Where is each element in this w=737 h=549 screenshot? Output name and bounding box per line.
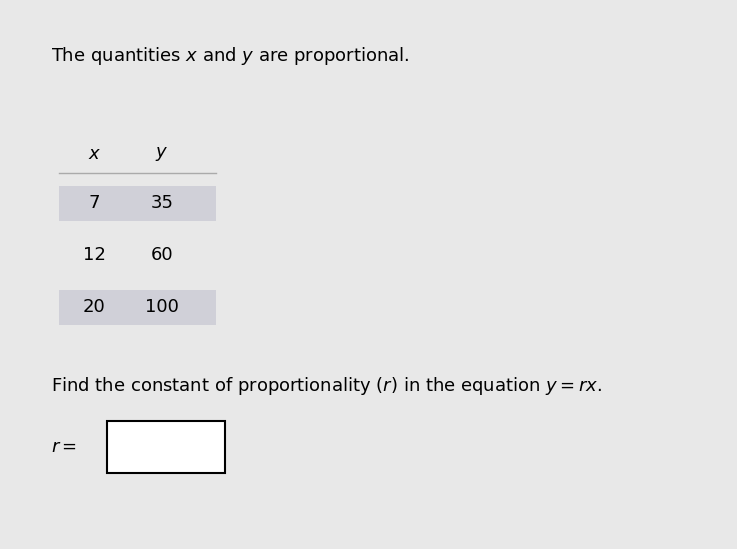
Text: 35: 35	[150, 194, 174, 212]
FancyBboxPatch shape	[58, 186, 216, 221]
Text: $y$: $y$	[156, 145, 169, 164]
FancyBboxPatch shape	[107, 421, 225, 473]
Text: 20: 20	[83, 298, 105, 316]
Text: $r =$: $r =$	[52, 438, 77, 456]
Text: $x$: $x$	[88, 145, 101, 164]
Text: The quantities $x$ and $y$ are proportional.: The quantities $x$ and $y$ are proportio…	[52, 45, 410, 67]
Text: Find the constant of proportionality $(r)$ in the equation $y = rx$.: Find the constant of proportionality $(r…	[52, 376, 602, 397]
FancyBboxPatch shape	[58, 289, 216, 325]
Text: 7: 7	[88, 194, 100, 212]
Text: 12: 12	[83, 247, 105, 265]
Text: 100: 100	[145, 298, 179, 316]
Text: 60: 60	[151, 247, 173, 265]
